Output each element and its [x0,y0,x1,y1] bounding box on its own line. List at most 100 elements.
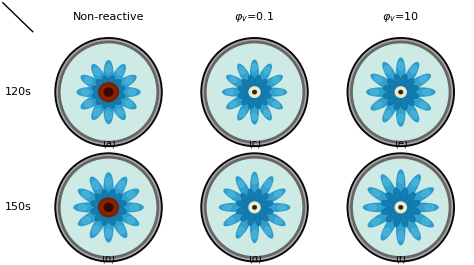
Ellipse shape [397,170,405,201]
Ellipse shape [236,177,252,202]
Ellipse shape [395,87,406,97]
Ellipse shape [398,114,404,122]
Ellipse shape [81,93,105,109]
Ellipse shape [259,75,283,90]
Ellipse shape [403,175,420,202]
Ellipse shape [252,64,257,71]
Ellipse shape [112,93,136,109]
Ellipse shape [113,91,125,98]
Ellipse shape [229,77,237,83]
Ellipse shape [410,111,417,118]
Ellipse shape [201,38,308,147]
Ellipse shape [261,207,273,214]
Ellipse shape [397,89,404,95]
Ellipse shape [401,98,407,110]
Ellipse shape [406,188,433,205]
Ellipse shape [92,91,104,98]
Ellipse shape [278,205,286,210]
Ellipse shape [399,90,403,94]
Ellipse shape [92,86,104,93]
Ellipse shape [397,204,404,211]
Ellipse shape [399,206,403,209]
Ellipse shape [261,201,273,207]
Ellipse shape [394,98,401,110]
Text: (a): (a) [102,139,115,149]
Ellipse shape [397,58,405,87]
Text: $\varphi_v$=10: $\varphi_v$=10 [383,10,419,24]
Ellipse shape [384,111,391,118]
Ellipse shape [425,205,434,210]
Ellipse shape [242,80,251,89]
Ellipse shape [382,201,394,207]
Ellipse shape [273,77,280,83]
Ellipse shape [251,89,258,95]
Ellipse shape [104,61,113,88]
Ellipse shape [401,188,408,201]
Ellipse shape [354,159,448,255]
Ellipse shape [412,228,419,236]
Ellipse shape [109,95,125,120]
Ellipse shape [57,155,160,260]
Ellipse shape [113,86,125,93]
Ellipse shape [101,85,116,99]
Ellipse shape [248,98,255,109]
Ellipse shape [61,44,156,140]
Ellipse shape [407,92,418,99]
Ellipse shape [241,211,250,221]
Ellipse shape [257,177,273,202]
Ellipse shape [374,102,382,108]
Ellipse shape [77,88,105,96]
Ellipse shape [402,97,419,122]
Ellipse shape [125,100,132,107]
Ellipse shape [104,203,113,211]
Ellipse shape [239,67,245,74]
Ellipse shape [347,153,454,262]
Ellipse shape [383,92,395,99]
Ellipse shape [130,204,138,210]
Ellipse shape [252,231,257,239]
Ellipse shape [112,194,122,204]
Ellipse shape [59,157,158,258]
Ellipse shape [368,210,396,227]
Ellipse shape [102,97,109,108]
Ellipse shape [223,205,231,210]
Ellipse shape [259,194,268,203]
Ellipse shape [421,190,430,196]
Ellipse shape [82,191,90,198]
Ellipse shape [55,38,162,147]
Ellipse shape [382,207,394,214]
Ellipse shape [248,214,255,226]
Ellipse shape [383,97,399,122]
Text: 120s: 120s [4,87,31,97]
Ellipse shape [381,213,399,240]
Ellipse shape [398,174,404,183]
Ellipse shape [127,217,135,224]
Ellipse shape [255,76,261,86]
Ellipse shape [349,40,452,144]
Ellipse shape [125,77,132,84]
Ellipse shape [238,92,249,98]
Ellipse shape [102,190,109,202]
Ellipse shape [118,226,125,234]
Ellipse shape [201,153,308,262]
Ellipse shape [95,194,105,204]
Ellipse shape [85,77,92,84]
Ellipse shape [274,191,282,197]
Ellipse shape [372,190,380,196]
Ellipse shape [407,207,420,214]
Ellipse shape [401,74,407,86]
Ellipse shape [92,95,108,120]
Ellipse shape [407,203,438,211]
Ellipse shape [387,79,397,88]
Ellipse shape [412,178,419,187]
Ellipse shape [219,204,248,211]
Ellipse shape [81,76,105,91]
Ellipse shape [405,74,430,90]
Ellipse shape [406,88,435,96]
Ellipse shape [85,100,92,107]
Ellipse shape [405,212,415,222]
Ellipse shape [238,97,253,120]
Ellipse shape [251,172,258,201]
Ellipse shape [384,66,391,73]
Ellipse shape [128,89,136,95]
